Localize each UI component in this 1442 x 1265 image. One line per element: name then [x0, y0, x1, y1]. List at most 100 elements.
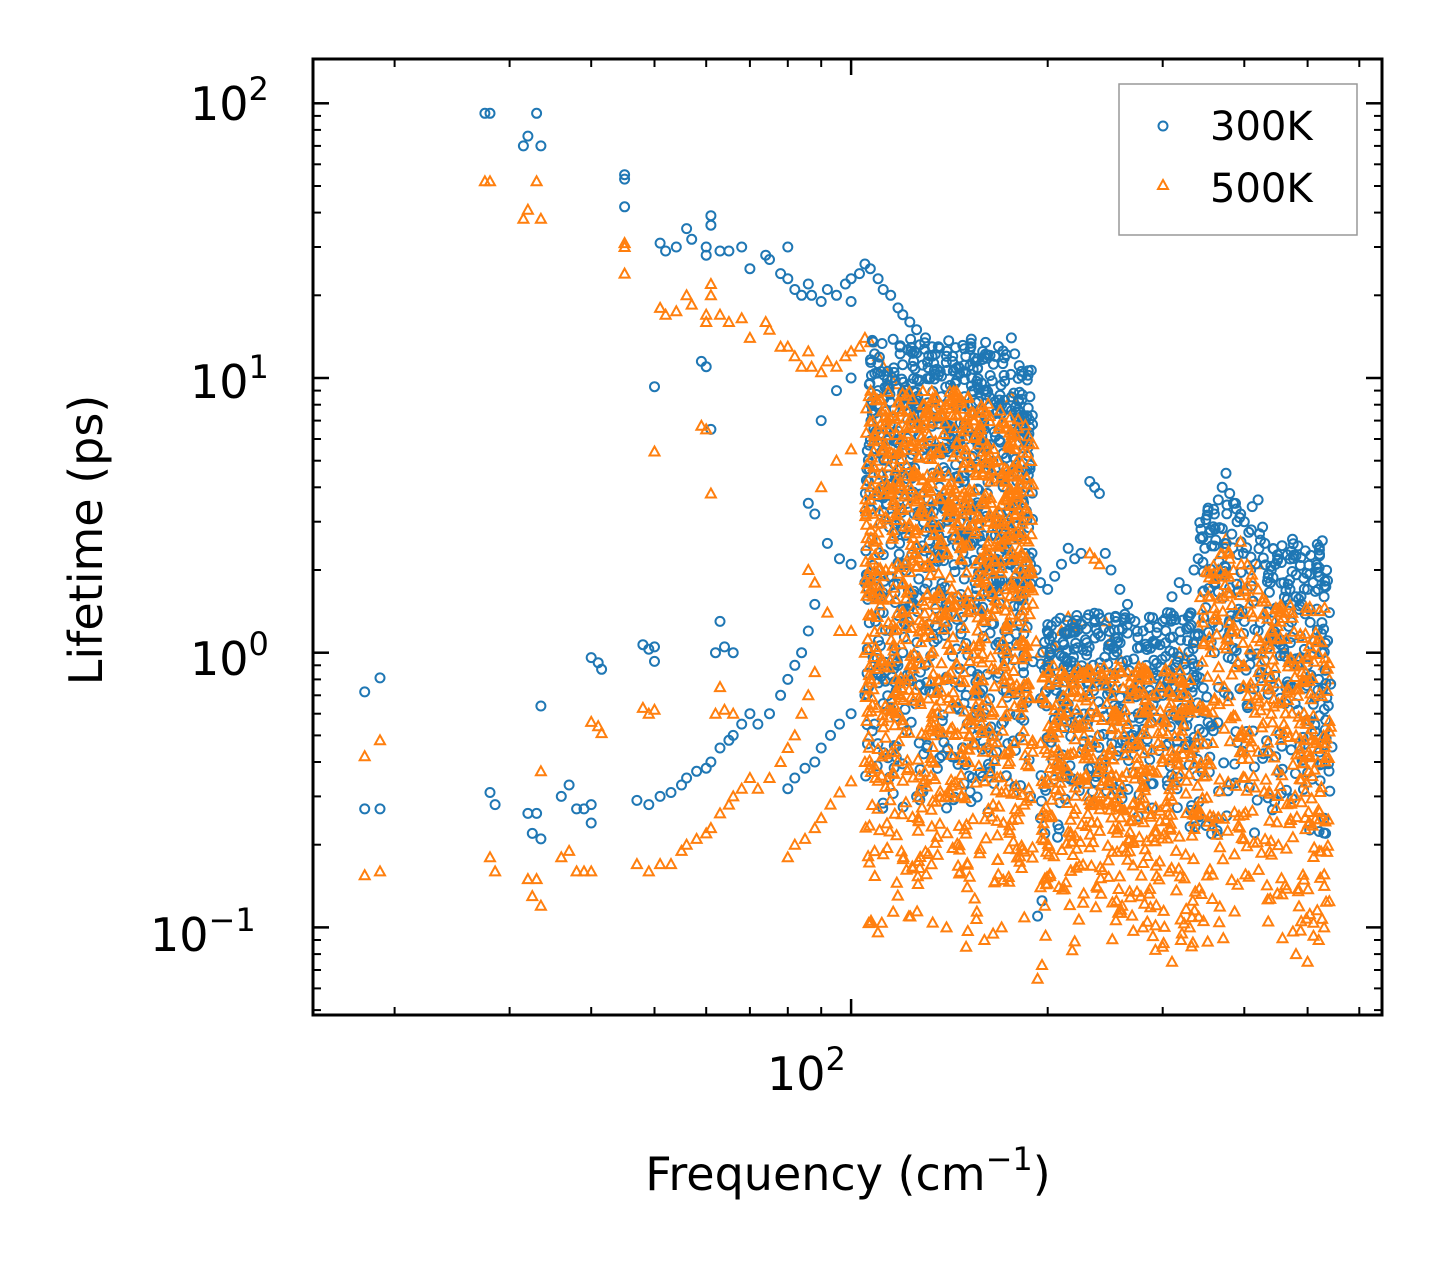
500k-point: [1123, 814, 1137, 827]
300k-point: [881, 374, 893, 386]
500k-point: [872, 481, 886, 494]
500k-point: [914, 430, 928, 443]
500k-point: [1291, 881, 1305, 894]
500k-point: [920, 586, 935, 599]
300k-point: [1081, 613, 1093, 624]
500k-point: [1282, 816, 1297, 829]
500k-point: [931, 550, 946, 563]
500k-point: [924, 494, 938, 507]
300k-point: [1118, 614, 1130, 626]
500k-point: [1282, 729, 1296, 742]
500k-point: [954, 551, 968, 564]
500k-point: [1100, 696, 1114, 709]
500k-point: [1173, 766, 1188, 779]
500k-point: [1066, 685, 1080, 698]
500k-point: [1196, 700, 1210, 713]
500k-point: [1166, 704, 1180, 717]
500k-point: [1105, 810, 1119, 823]
300k-point: [670, 241, 682, 253]
500k-point: [617, 239, 632, 252]
500k-point: [867, 649, 881, 662]
500k-point: [999, 785, 1013, 798]
500k-point: [751, 781, 765, 794]
500k-point: [962, 537, 976, 550]
500k-point: [1102, 761, 1116, 774]
500k-point: [985, 728, 1000, 741]
500k-point: [1017, 910, 1031, 923]
500k-point: [995, 723, 1010, 736]
300k-point: [619, 201, 631, 213]
500k-point: [926, 609, 940, 622]
500k-point: [951, 471, 966, 484]
300k-point: [1213, 681, 1225, 693]
500k-point: [925, 819, 939, 832]
500k-point: [1095, 758, 1109, 771]
500k-point: [1218, 577, 1232, 590]
500k-point: [1121, 716, 1135, 729]
300k-point: [1267, 572, 1279, 583]
300k-point: [676, 779, 687, 791]
500k-point: [1117, 803, 1132, 816]
500k-point: [978, 774, 992, 787]
500k-point: [943, 671, 957, 684]
300k-point: [890, 657, 902, 669]
500k-point: [869, 392, 883, 405]
300k-point: [866, 369, 877, 381]
500k-point: [1273, 630, 1288, 643]
500k-point: [1162, 788, 1177, 801]
500k-point: [1242, 751, 1256, 764]
500k-point: [999, 521, 1013, 534]
300k-point: [1147, 612, 1159, 624]
500k-point: [823, 797, 838, 810]
500k-point: [984, 490, 998, 503]
300k-point: [1255, 534, 1266, 546]
500k-point: [962, 727, 977, 740]
500k-point: [944, 772, 958, 785]
500k-point: [1065, 943, 1079, 956]
500k-point: [1094, 777, 1108, 790]
500k-point: [630, 857, 644, 870]
300k-point: [1197, 682, 1209, 694]
500k-point: [1012, 477, 1027, 490]
500k-point: [860, 531, 874, 544]
500k-point: [1002, 481, 1017, 494]
500k-point: [961, 605, 975, 618]
500k-point: [1122, 884, 1137, 897]
500k-point: [990, 770, 1004, 783]
500k-point: [878, 409, 892, 422]
500k-point: [1034, 691, 1049, 704]
300k-point: [964, 343, 976, 355]
500k-point: [483, 174, 497, 187]
300k-point: [1145, 778, 1157, 790]
500k-point: [1234, 626, 1248, 639]
500k-point: [940, 547, 954, 560]
500k-point: [865, 450, 879, 463]
500k-point: [1105, 895, 1120, 908]
300k-point: [1216, 481, 1228, 493]
500k-point: [887, 447, 901, 460]
500k-point: [1244, 676, 1258, 689]
500k-point: [896, 605, 911, 618]
500k-point: [658, 307, 673, 320]
500k-point: [947, 421, 961, 434]
500k-point: [1267, 750, 1281, 763]
500k-point: [1163, 820, 1178, 833]
500k-point: [904, 690, 918, 703]
300k-point: [984, 349, 996, 361]
300k-point: [1298, 583, 1310, 595]
500k-point: [873, 598, 888, 611]
300k-point: [517, 140, 529, 152]
300k-point: [1224, 488, 1236, 499]
300k-point: [555, 790, 567, 802]
500k-point: [1083, 827, 1097, 840]
300k-point: [1024, 391, 1036, 403]
500k-point: [1176, 686, 1190, 699]
500k-point: [669, 304, 683, 317]
500k-point: [900, 753, 915, 766]
500k-point: [861, 632, 875, 645]
500k-point: [924, 415, 938, 428]
500k-point: [938, 608, 952, 621]
500k-point: [1039, 695, 1053, 708]
500k-point: [1150, 869, 1164, 882]
y-tick-label-1e0: 100: [190, 625, 269, 686]
